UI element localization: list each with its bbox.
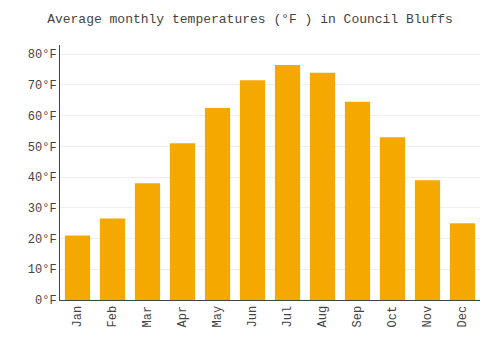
svg-text:0°F: 0°F xyxy=(35,294,57,308)
svg-text:Jan: Jan xyxy=(71,306,85,328)
svg-text:Nov: Nov xyxy=(421,306,435,328)
svg-text:May: May xyxy=(211,306,225,328)
svg-text:Feb: Feb xyxy=(106,306,120,328)
svg-text:20°F: 20°F xyxy=(28,233,57,247)
svg-text:70°F: 70°F xyxy=(28,79,57,93)
svg-text:Sep: Sep xyxy=(351,306,365,328)
svg-text:Mar: Mar xyxy=(141,306,155,328)
svg-text:80°F: 80°F xyxy=(28,48,57,62)
svg-text:Average monthly temperatures (: Average monthly temperatures (°F ) in Co… xyxy=(47,12,453,27)
svg-text:Jul: Jul xyxy=(281,306,295,328)
svg-text:Apr: Apr xyxy=(176,306,190,328)
svg-text:Dec: Dec xyxy=(456,306,470,328)
svg-text:Oct: Oct xyxy=(386,306,400,328)
svg-text:50°F: 50°F xyxy=(28,141,57,155)
svg-text:Aug: Aug xyxy=(316,306,330,328)
svg-text:30°F: 30°F xyxy=(28,202,57,216)
svg-text:60°F: 60°F xyxy=(28,110,57,124)
svg-text:10°F: 10°F xyxy=(28,263,57,277)
svg-text:40°F: 40°F xyxy=(28,171,57,185)
svg-text:Jun: Jun xyxy=(246,306,260,328)
